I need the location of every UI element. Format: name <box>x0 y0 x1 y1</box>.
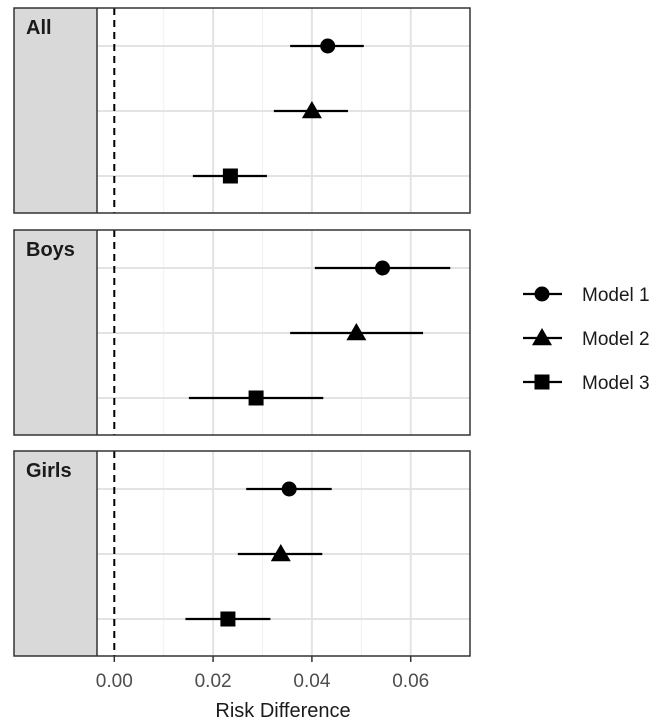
strip-background <box>14 451 97 656</box>
x-axis: 0.00 0.02 0.04 0.06 <box>96 656 429 692</box>
panel-all: All <box>13 7 471 214</box>
legend-label: Model 1 <box>582 285 650 306</box>
strip-label: Girls <box>26 460 72 482</box>
panel-girls: Girls <box>13 450 471 657</box>
legend-item: Model 1 <box>523 285 650 306</box>
strip-label: Boys <box>26 239 75 261</box>
point-estimate <box>375 260 391 276</box>
point-estimate <box>222 168 238 184</box>
panel-border <box>13 7 471 214</box>
panel-border <box>13 450 471 657</box>
panel-border <box>13 229 471 436</box>
x-tick-label: 0.06 <box>392 671 429 692</box>
point-estimate <box>220 611 236 627</box>
legend-circle-icon <box>534 286 550 302</box>
strip-label: All <box>26 17 52 39</box>
x-axis-title: Risk Difference <box>215 700 350 722</box>
panels: All Boys Girls <box>13 7 471 657</box>
x-tick-label: 0.02 <box>195 671 232 692</box>
strip-background <box>14 8 97 213</box>
legend-item: Model 2 <box>523 328 650 350</box>
panel-boys: Boys <box>13 229 471 436</box>
legend-square-icon <box>534 374 550 390</box>
legend: Model 1 Model 2 Model 3 <box>523 285 650 394</box>
point-estimate <box>346 323 367 341</box>
strip-background <box>14 230 97 435</box>
point-estimate <box>270 544 291 562</box>
point-estimate <box>248 390 264 406</box>
legend-label: Model 2 <box>582 329 650 350</box>
point-estimate <box>281 481 297 497</box>
legend-item: Model 3 <box>523 373 650 394</box>
legend-label: Model 3 <box>582 373 650 394</box>
x-tick-label: 0.04 <box>293 671 330 692</box>
point-estimate <box>301 101 322 119</box>
legend-triangle-icon <box>532 328 552 346</box>
point-estimate <box>320 38 336 54</box>
x-tick-label: 0.00 <box>96 671 133 692</box>
